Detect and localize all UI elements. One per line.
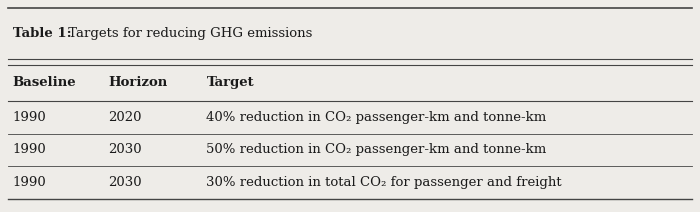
Text: 30% reduction in total CO₂ for passenger and freight: 30% reduction in total CO₂ for passenger… — [206, 176, 562, 189]
Text: 2020: 2020 — [108, 111, 142, 124]
Text: 1990: 1990 — [13, 144, 46, 156]
Text: 50% reduction in CO₂ passenger-km and tonne-km: 50% reduction in CO₂ passenger-km and to… — [206, 144, 547, 156]
Text: 1990: 1990 — [13, 176, 46, 189]
Text: Horizon: Horizon — [108, 76, 168, 89]
Text: 1990: 1990 — [13, 111, 46, 124]
Text: 2030: 2030 — [108, 144, 142, 156]
Text: Target: Target — [206, 76, 254, 89]
Text: Targets for reducing GHG emissions: Targets for reducing GHG emissions — [64, 27, 312, 40]
Text: Table 1:: Table 1: — [13, 27, 71, 40]
Text: 2030: 2030 — [108, 176, 142, 189]
Text: Baseline: Baseline — [13, 76, 76, 89]
Text: 40% reduction in CO₂ passenger-km and tonne-km: 40% reduction in CO₂ passenger-km and to… — [206, 111, 547, 124]
